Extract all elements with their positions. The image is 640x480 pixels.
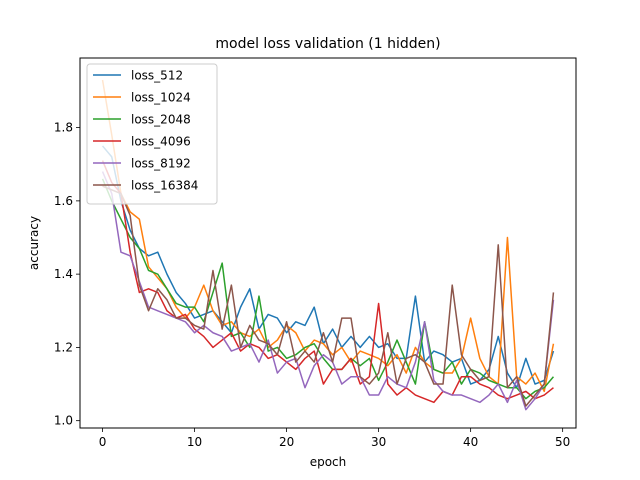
series-line-loss_16384 — [102, 185, 555, 407]
x-tick-label: 30 — [371, 435, 386, 449]
legend-box — [86, 63, 218, 205]
y-tick-label: 1.0 — [54, 414, 73, 428]
legend-label-loss_8192: loss_8192 — [131, 157, 191, 171]
x-tick-label: 10 — [187, 435, 202, 449]
axes-frame — [79, 57, 577, 429]
y-axis-label: accuracy — [27, 216, 41, 270]
y-axis: 1.0 1.2 1.4 1.6 1.8 — [54, 121, 80, 428]
x-tick-label: 20 — [279, 435, 294, 449]
series-line-loss_512 — [101, 145, 555, 389]
y-tick-label: 1.8 — [54, 121, 73, 135]
x-tick-label: 50 — [555, 435, 570, 449]
x-tick-label: 0 — [99, 435, 107, 449]
x-axis-label: epoch — [310, 455, 347, 469]
plot-area — [101, 79, 555, 411]
legend-label-loss_512: loss_512 — [131, 69, 183, 83]
chart-title: model loss validation (1 hidden) — [215, 36, 440, 52]
y-tick-label: 1.4 — [54, 267, 73, 281]
series-line-loss_2048 — [101, 178, 555, 400]
legend-label-loss_2048: loss_2048 — [131, 113, 191, 127]
x-axis: 0 10 20 30 40 50 — [99, 428, 570, 449]
legend-label-loss_16384: loss_16384 — [131, 179, 198, 193]
x-tick-label: 40 — [463, 435, 478, 449]
y-tick-label: 1.6 — [54, 194, 73, 208]
legend-label-loss_4096: loss_4096 — [131, 135, 191, 149]
legend-label-loss_1024: loss_1024 — [131, 91, 191, 105]
y-tick-label: 1.2 — [54, 340, 73, 354]
legend: loss_512 loss_1024 loss_2048 loss_4096 loss_… — [86, 63, 218, 205]
